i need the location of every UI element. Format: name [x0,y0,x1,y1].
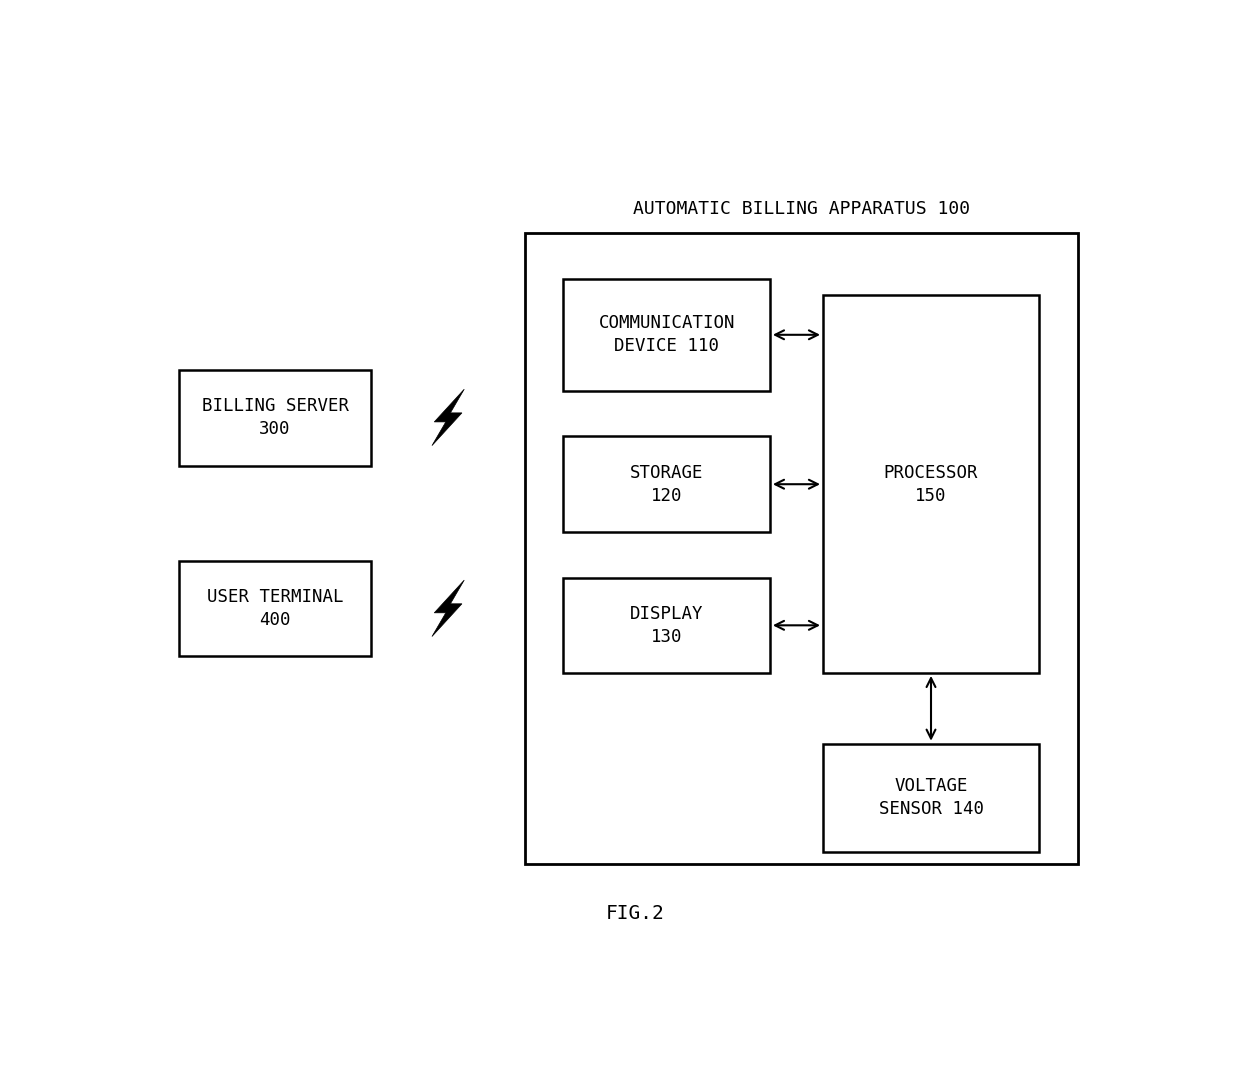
Text: DEVICE 110: DEVICE 110 [614,337,719,356]
Bar [823,295,1039,673]
Text: BILLING SERVER: BILLING SERVER [202,397,348,415]
Bar [563,437,770,531]
Bar [823,744,1039,852]
Text: PROCESSOR: PROCESSOR [884,464,978,482]
Text: 400: 400 [259,611,291,630]
Text: 300: 300 [259,420,291,439]
Text: COMMUNICATION: COMMUNICATION [599,314,735,332]
Text: DISPLAY: DISPLAY [630,605,703,623]
Text: SENSOR 140: SENSOR 140 [878,800,983,818]
Text: STORAGE: STORAGE [630,464,703,482]
Text: 130: 130 [651,628,682,646]
Polygon shape [432,389,464,445]
Bar [563,578,770,673]
Text: AUTOMATIC BILLING APPARATUS 100: AUTOMATIC BILLING APPARATUS 100 [632,201,970,218]
Text: VOLTAGE: VOLTAGE [894,777,967,794]
Bar [179,561,371,657]
Text: FIG.2: FIG.2 [606,904,665,923]
Text: 120: 120 [651,487,682,505]
Text: 150: 150 [915,487,947,505]
Bar [525,233,1078,863]
Bar [563,279,770,391]
Polygon shape [432,580,464,636]
Bar [179,370,371,466]
Text: USER TERMINAL: USER TERMINAL [207,589,343,606]
